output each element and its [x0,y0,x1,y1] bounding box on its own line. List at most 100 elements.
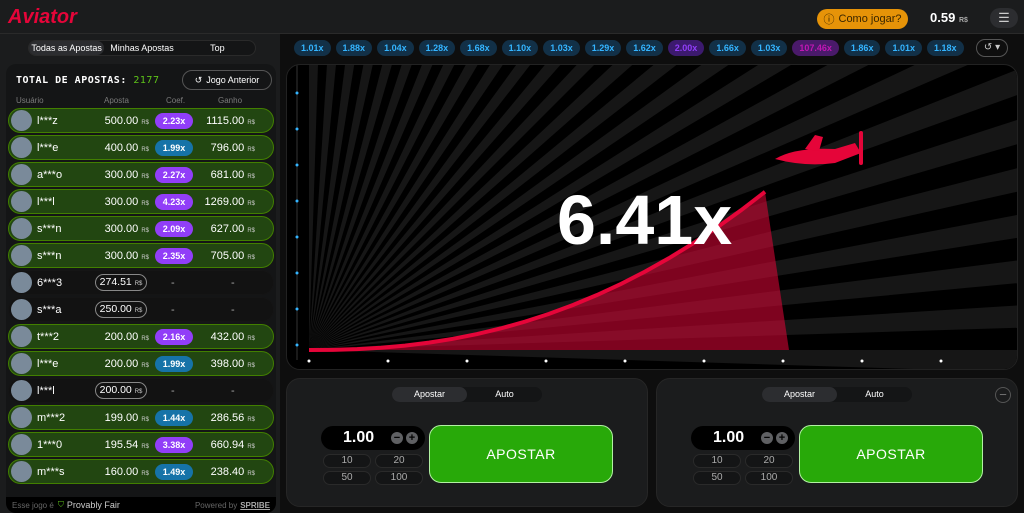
shield-check-icon: ⛉ [57,500,64,509]
history-multiplier[interactable]: 1.66x [709,40,746,56]
curve-fill [309,191,789,350]
history-multiplier[interactable]: 107.46x [792,40,839,56]
bet-amount: 200.00 R$ [104,358,149,370]
balance: 0.59 R$ [930,10,968,25]
coefficient-empty: - [171,277,175,289]
table-row: a***o 300.00 R$ 2.27x 681.00 R$ [8,162,274,187]
x-axis-dot [307,359,311,363]
bet-amount: 300.00 R$ [104,196,149,208]
avatar [11,434,32,455]
tab-bet[interactable]: Apostar [762,387,837,402]
place-bet-button[interactable]: APOSTAR [799,425,983,483]
avatar [11,461,32,482]
avatar [11,245,32,266]
minus-icon[interactable]: − [391,432,403,444]
bet-amount: 195.54 R$ [104,439,149,451]
history-multiplier[interactable]: 1.62x [626,40,663,56]
history-multiplier[interactable]: 1.01x [294,40,331,56]
bets-panel: TOTAL DE APOSTAS: 2177 ↺ Jogo Anterior Us… [6,64,276,513]
minus-icon[interactable]: − [761,432,773,444]
avatar [11,326,32,347]
bet-amount: 500.00 R$ [104,115,149,127]
place-bet-button[interactable]: APOSTAR [429,425,613,483]
help-icon: ⓘ [823,14,835,26]
quick-50[interactable]: 50 [323,471,371,485]
quick-50[interactable]: 50 [693,471,741,485]
tab-auto[interactable]: Auto [495,389,514,399]
history-multiplier[interactable]: 1.18x [926,40,964,56]
sunburst-ray [309,214,1017,350]
win-amount: 238.40 R$ [210,466,255,478]
how-to-play-button[interactable]: ⓘ Como jogar? [817,9,908,29]
tab-auto[interactable]: Auto [865,389,884,399]
bet-amount: 160.00 R$ [104,466,149,478]
quick-10[interactable]: 10 [323,454,371,468]
win-amount: 398.00 R$ [210,358,255,370]
history-multiplier[interactable]: 2.00x [667,40,705,56]
y-axis-dot [295,163,299,167]
menu-icon[interactable]: ☰ [990,8,1018,28]
username: 6***3 [37,277,63,289]
table-row: l***l 300.00 R$ 4.23x 1269.00 R$ [8,189,274,214]
username: s***n [37,250,62,262]
y-axis-dot [295,235,299,239]
win-empty: - [231,304,235,316]
avatar [11,299,32,320]
history-multiplier[interactable]: 1.29x [584,40,622,56]
quick-20[interactable]: 20 [375,454,423,468]
provably-fair-link[interactable]: Provably Fair [66,500,120,510]
username: s***a [37,304,62,316]
history-multiplier[interactable]: 1.86x [843,40,881,56]
username: l***l [37,196,55,208]
win-amount: 1269.00 R$ [204,196,256,208]
history-dropdown-button[interactable]: ↺ ▾ [976,39,1008,57]
table-row: l***e 400.00 R$ 1.99x 796.00 R$ [8,135,274,160]
win-amount: 705.00 R$ [210,250,255,262]
bet-panel-2: Apostar Auto − 1.00− + 10 20 50 100 APOSTA… [656,378,1018,507]
bets-tabs: Todas as Apostas Minhas Apostas Top [28,40,256,56]
bet-amount-input[interactable]: 1.00− + [691,426,795,450]
quick-20[interactable]: 20 [745,454,793,468]
table-row: s***a 250.00 R$ - - [8,297,274,322]
bet-amount: 300.00 R$ [104,169,149,181]
bet-amount: 199.00 R$ [104,412,149,424]
win-empty: - [231,277,235,289]
history-multiplier[interactable]: 1.28x [418,40,456,56]
history-multiplier[interactable]: 1.10x [501,40,539,56]
tab-all-bets[interactable]: Todas as Apostas [29,41,105,55]
total-bets: TOTAL DE APOSTAS: 2177 [16,75,160,86]
tab-top[interactable]: Top [210,43,225,53]
history-multiplier[interactable]: 1.04x [377,40,414,56]
bet-amount: 250.00 R$ [95,301,147,318]
history-multiplier[interactable]: 1.68x [460,40,497,56]
avatar [11,110,32,131]
sunburst-ray [309,65,633,350]
plus-icon[interactable]: + [776,432,788,444]
bet-amount-input[interactable]: 1.00− + [321,426,425,450]
tab-bet[interactable]: Apostar [392,387,467,402]
sunburst-ray [309,168,1017,350]
y-axis-dot [295,199,299,203]
previous-game-button[interactable]: ↺ Jogo Anterior [182,70,272,90]
quick-100[interactable]: 100 [745,471,793,485]
history-multiplier[interactable]: 1.88x [335,40,373,56]
history-multiplier[interactable]: 1.03x [750,40,788,56]
history-multiplier[interactable]: 1.03x [543,40,580,56]
footer: Esse jogo é ⛉ Provably Fair Powered by S… [6,497,276,513]
plus-icon[interactable]: + [406,432,418,444]
sunburst-ray [309,65,791,350]
game-graphic [295,65,1017,369]
sunburst-ray [309,65,968,350]
x-axis-dot [386,359,390,363]
coefficient-badge: 2.27x [155,167,193,183]
table-row: m***2 199.00 R$ 1.44x 286.56 R$ [8,405,274,430]
remove-panel-icon[interactable]: − [995,387,1011,403]
quick-10[interactable]: 10 [693,454,741,468]
tab-my-bets[interactable]: Minhas Apostas [110,43,174,53]
history-multiplier[interactable]: 1.01x [885,40,922,56]
username: l***z [37,115,58,127]
x-axis-dot [781,359,785,363]
quick-100[interactable]: 100 [375,471,423,485]
history-icon: ↺ [194,74,203,85]
sunburst-ray [309,65,729,350]
